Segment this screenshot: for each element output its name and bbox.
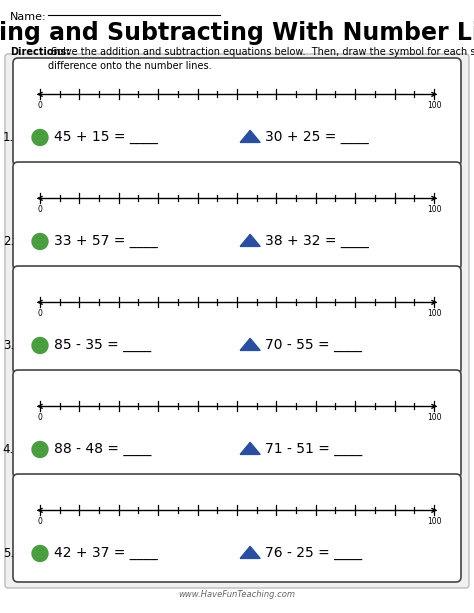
Circle shape (32, 546, 48, 562)
Text: 30 + 25 = ____: 30 + 25 = ____ (265, 131, 369, 145)
Text: 1.: 1. (3, 131, 14, 144)
Text: 100: 100 (427, 517, 441, 527)
Text: 3.: 3. (3, 339, 14, 352)
FancyBboxPatch shape (13, 266, 461, 374)
Text: 4.: 4. (3, 443, 14, 456)
Text: 100: 100 (427, 101, 441, 110)
Text: Directions:: Directions: (10, 47, 70, 57)
Polygon shape (240, 234, 260, 246)
Text: 71 - 51 = ____: 71 - 51 = ____ (265, 443, 363, 457)
Text: 0: 0 (37, 413, 43, 422)
Circle shape (32, 129, 48, 145)
Circle shape (32, 234, 48, 249)
Polygon shape (240, 443, 260, 454)
Text: 100: 100 (427, 310, 441, 318)
Text: 100: 100 (427, 413, 441, 422)
Text: 88 - 48 = ____: 88 - 48 = ____ (54, 443, 151, 457)
Polygon shape (240, 546, 260, 558)
Text: 45 + 15 = ____: 45 + 15 = ____ (54, 131, 158, 145)
FancyBboxPatch shape (13, 370, 461, 478)
Polygon shape (240, 131, 260, 142)
Text: 5.: 5. (3, 547, 14, 560)
Text: Solve the addition and subtraction equations below.  Then, draw the symbol for e: Solve the addition and subtraction equat… (48, 47, 474, 71)
Text: 2.: 2. (3, 235, 14, 248)
Text: 0: 0 (37, 101, 43, 110)
Text: 0: 0 (37, 310, 43, 318)
Text: 38 + 32 = ____: 38 + 32 = ____ (265, 235, 369, 248)
FancyBboxPatch shape (5, 54, 469, 588)
Text: Name:: Name: (10, 12, 46, 22)
Text: 42 + 37 = ____: 42 + 37 = ____ (54, 546, 158, 560)
Text: 0: 0 (37, 205, 43, 215)
FancyBboxPatch shape (13, 58, 461, 166)
Text: 70 - 55 = ____: 70 - 55 = ____ (265, 338, 362, 352)
FancyBboxPatch shape (13, 162, 461, 270)
Text: 76 - 25 = ____: 76 - 25 = ____ (265, 546, 362, 560)
Text: www.HaveFunTeaching.com: www.HaveFunTeaching.com (179, 590, 295, 599)
Text: 33 + 57 = ____: 33 + 57 = ____ (54, 235, 158, 248)
Text: Adding and Subtracting With Number Lines: Adding and Subtracting With Number Lines (0, 21, 474, 45)
Text: 85 - 35 = ____: 85 - 35 = ____ (54, 338, 151, 352)
Text: 100: 100 (427, 205, 441, 215)
Circle shape (32, 441, 48, 457)
Text: 0: 0 (37, 517, 43, 527)
Polygon shape (240, 338, 260, 351)
Circle shape (32, 338, 48, 354)
FancyBboxPatch shape (13, 474, 461, 582)
